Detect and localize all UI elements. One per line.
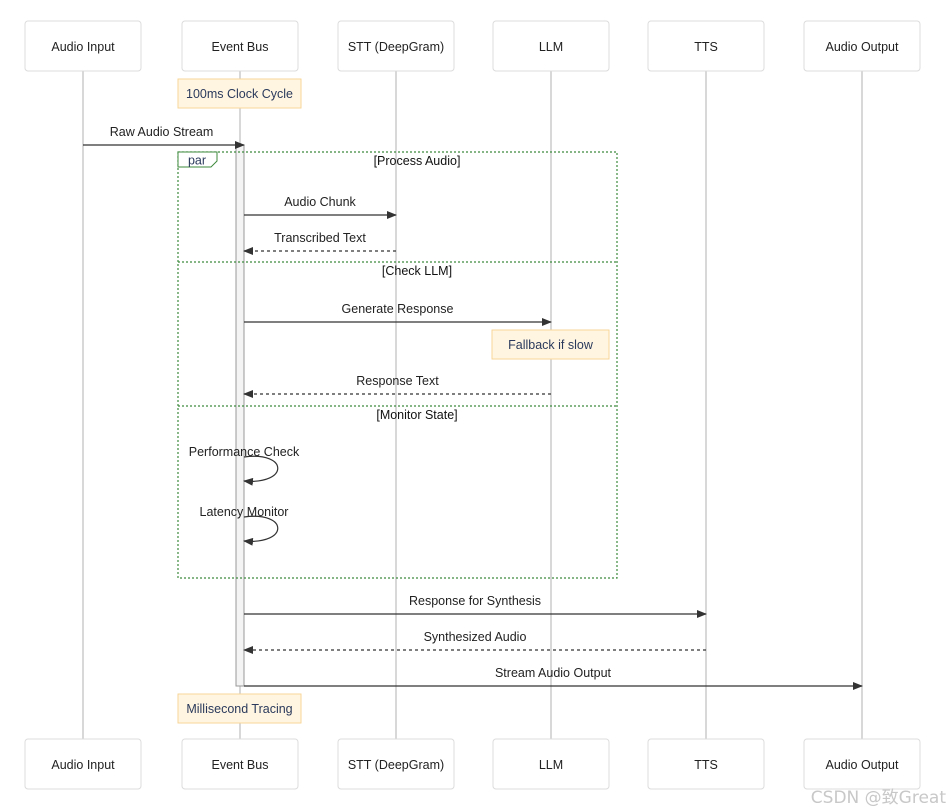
message-label: Generate Response (342, 302, 454, 316)
message-label: Synthesized Audio (424, 630, 527, 644)
participant-bottom-label: Event Bus (212, 758, 269, 772)
watermark: CSDN @致Great (810, 788, 946, 808)
participant-bottom-label: Audio Input (51, 758, 115, 772)
note-clock-cycle-text: 100ms Clock Cycle (186, 87, 293, 101)
par-keyword: par (188, 154, 206, 168)
activation-bar (235, 144, 245, 687)
participant-bottom-box (647, 738, 765, 790)
self-message-arrow (243, 515, 279, 546)
par-section-label: [Monitor State] (376, 408, 457, 422)
participant-bottom-box (181, 738, 299, 790)
participant-top-label: Audio Output (826, 40, 899, 54)
participant-bottom-label: LLM (539, 758, 563, 772)
par-frame (177, 151, 618, 579)
note-clock-cycle (177, 78, 302, 109)
note-tracing-text: Millisecond Tracing (186, 702, 292, 716)
message-label: Performance Check (189, 445, 300, 459)
participant-top-box (24, 20, 142, 72)
par-block (177, 151, 618, 579)
par-section-label: [Process Audio] (374, 154, 461, 168)
participant-bottom-label: Audio Output (826, 758, 899, 772)
participant-top-label: STT (DeepGram) (348, 40, 444, 54)
message-label: Raw Audio Stream (110, 125, 214, 139)
participant-top-box (803, 20, 921, 72)
message-label: Latency Monitor (200, 505, 289, 519)
participant-bottom-label: STT (DeepGram) (348, 758, 444, 772)
message-label: Transcribed Text (274, 231, 366, 245)
note-fallback-text: Fallback if slow (508, 338, 594, 352)
self-message-arrow (243, 455, 279, 486)
message-label: Audio Chunk (284, 195, 356, 209)
message-label: Stream Audio Output (495, 666, 612, 680)
note-fallback (491, 329, 610, 360)
participant-top-label: LLM (539, 40, 563, 54)
participant-top-label: Event Bus (212, 40, 269, 54)
participant-top-box (181, 20, 299, 72)
participant-top-label: TTS (694, 40, 718, 54)
message-label: Response for Synthesis (409, 594, 541, 608)
participant-bottom-box (24, 738, 142, 790)
par-section-label: [Check LLM] (382, 264, 452, 278)
participant-bottom-box (337, 738, 455, 790)
participant-top-box (647, 20, 765, 72)
participant-bottom-box (492, 738, 610, 790)
par-label-box (177, 151, 218, 168)
participant-bottom-box (803, 738, 921, 790)
note-tracing (177, 693, 302, 724)
participant-top-box (337, 20, 455, 72)
participant-top-box (492, 20, 610, 72)
participant-top-label: Audio Input (51, 40, 115, 54)
participant-bottom-label: TTS (694, 758, 718, 772)
message-label: Response Text (356, 374, 439, 388)
